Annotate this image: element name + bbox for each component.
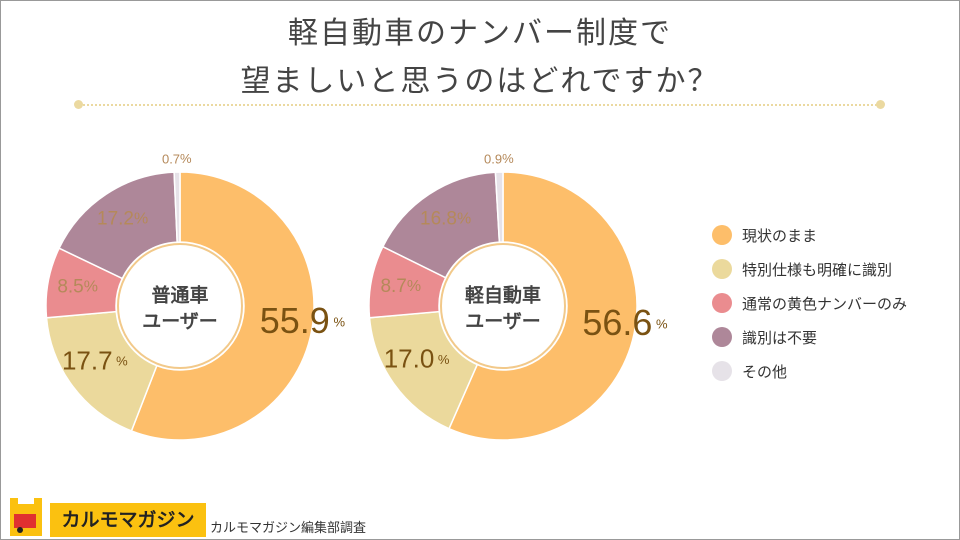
legend-item: 現状のまま (712, 218, 907, 252)
legend-swatch (712, 327, 732, 347)
legend-swatch (712, 293, 732, 313)
legend-item: 通常の黄色ナンバーのみ (712, 286, 907, 320)
data-label: 56.6 % (582, 302, 668, 343)
data-label: 17.2% (97, 208, 148, 229)
source-credit: カルモマガジン編集部調査 (210, 521, 367, 536)
center-label: 普通車 (151, 284, 208, 307)
divider (80, 104, 880, 106)
donut-center (440, 243, 566, 369)
data-label: 0.9% (484, 151, 514, 166)
legend: 現状のまま 特別仕様も明確に識別 通常の黄色ナンバーのみ 識別は不要 その他 (712, 218, 907, 388)
donut-slice (45, 310, 158, 432)
legend-label: 現状のまま (742, 226, 818, 245)
chart-title-line2: 望ましいと思うのはどれですか？ (240, 64, 720, 99)
legend-label: その他 (742, 362, 788, 381)
legend-swatch (712, 361, 732, 381)
legend-item: 識別は不要 (712, 320, 907, 354)
data-label: 16.8% (420, 208, 471, 229)
divider-dot (876, 100, 885, 109)
center-label: ユーザー (142, 311, 218, 333)
divider-dot (74, 100, 83, 109)
brand-logo: カルモマガジン (50, 503, 206, 537)
legend-label: 特別仕様も明確に識別 (742, 260, 893, 279)
center-label: ユーザー (465, 311, 541, 333)
legend-swatch (712, 259, 732, 279)
donut-slice (58, 171, 178, 280)
chart-title-line1: 軽自動車のナンバー制度で (288, 16, 672, 51)
legend-swatch (712, 225, 732, 245)
center-label: 軽自動車 (465, 284, 541, 307)
legend-label: 識別は不要 (742, 328, 818, 347)
donut-slice (494, 171, 504, 243)
donut-slice (448, 171, 638, 441)
data-label: 8.5% (57, 276, 98, 297)
car-logo-icon (10, 498, 42, 536)
data-label: 55.9 % (260, 300, 346, 341)
donut-center (117, 243, 243, 369)
donut-slice (173, 171, 181, 243)
data-label: 0.7% (162, 151, 192, 166)
legend-label: 通常の黄色ナンバーのみ (742, 294, 908, 313)
donut-slice (130, 171, 315, 441)
data-label: 8.7% (380, 276, 421, 297)
legend-item: その他 (712, 354, 907, 388)
legend-item: 特別仕様も明確に識別 (712, 252, 907, 286)
